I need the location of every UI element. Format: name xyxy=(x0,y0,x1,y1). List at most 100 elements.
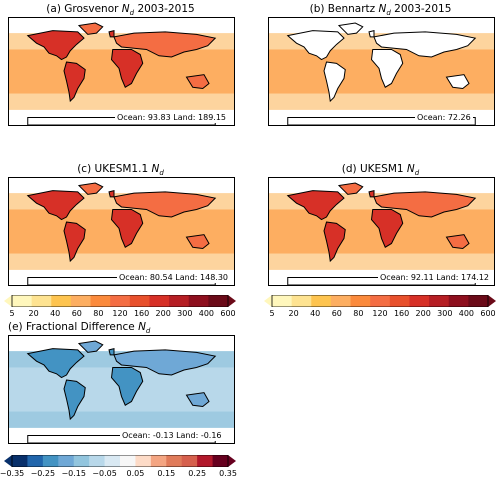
colorbar-segment xyxy=(149,295,170,307)
nd-colorbar-right xyxy=(264,295,496,307)
continent-outline xyxy=(110,208,144,248)
colorbar-segment xyxy=(330,295,352,307)
colorbar-extend-high xyxy=(228,455,236,467)
continent-outline xyxy=(113,349,217,376)
colorbar-segment xyxy=(150,455,167,467)
colorbar-segment xyxy=(51,295,72,307)
colorbar-tick-label: 40 xyxy=(310,309,321,318)
colorbar-segment xyxy=(70,295,92,307)
colorbar-tick-label: 5 xyxy=(269,309,275,318)
continent-outline xyxy=(337,182,364,195)
colorbar-segment xyxy=(370,295,391,307)
continent-outline xyxy=(110,48,144,88)
continent-outline xyxy=(286,190,345,221)
colorbar-segment xyxy=(468,295,489,307)
colorbar-segment xyxy=(73,455,90,467)
continent-outline xyxy=(370,208,404,248)
colorbar-segment xyxy=(448,295,469,307)
colorbar-tick-label: 60 xyxy=(71,309,82,318)
colorbar-tick-label: 80 xyxy=(93,309,104,318)
colorbar-tick-label: 0.15 xyxy=(157,469,176,478)
map-c xyxy=(8,177,235,286)
continent-outline xyxy=(108,347,115,356)
colorbar-tick-label: 160 xyxy=(393,309,410,318)
colorbar-tick-label: 0.05 xyxy=(126,469,145,478)
colorbar-tick-label: 200 xyxy=(155,309,171,318)
continent-outline xyxy=(63,379,86,421)
continent-outline xyxy=(286,30,345,61)
colorbar-segment xyxy=(27,455,44,467)
continent-outline xyxy=(110,366,144,406)
colorbar-extend-low xyxy=(4,295,12,307)
continent-outline xyxy=(113,191,217,218)
colorbar-segment xyxy=(212,455,229,467)
colorbar-segment xyxy=(166,455,183,467)
continent-outline xyxy=(63,61,86,103)
colorbar-segment xyxy=(104,455,121,467)
continent-outline xyxy=(185,392,210,408)
colorbar-segment xyxy=(89,455,106,467)
colorbar-tick-label: 0.35 xyxy=(219,469,237,478)
colorbar-tick-label: −0.25 xyxy=(30,469,56,478)
diff-colorbar-ticks: −0.35 −0.25 −0.15 −0.05 0.05 0.15 0.25 0.35 xyxy=(0,469,240,481)
colorbar-segment xyxy=(90,295,111,307)
continent-outline xyxy=(113,31,217,58)
colorbar-tick-label: 60 xyxy=(331,309,342,318)
colorbar-tick-label: 300 xyxy=(177,309,193,318)
colorbar-tick-label: 600 xyxy=(220,309,236,318)
colorbar-tick-label: 120 xyxy=(372,309,388,318)
colorbar-segment xyxy=(129,295,150,307)
continent-outline xyxy=(108,29,115,38)
stats-e: Ocean: -0.13 Land: -0.16 xyxy=(120,431,224,441)
colorbar-segment xyxy=(110,295,131,307)
continent-outline xyxy=(26,30,85,61)
nd-colorbar-right-ticks: 5 20 40 60 80 120 160 200 300 400 600 xyxy=(260,309,500,321)
colorbar-segment xyxy=(181,455,198,467)
nd-colorbar-left xyxy=(4,295,236,307)
continent-outline xyxy=(370,48,404,88)
colorbar-segment xyxy=(208,295,229,307)
colorbar-segment xyxy=(389,295,410,307)
continent-outline xyxy=(368,29,375,38)
colorbar-tick-label: 0.25 xyxy=(188,469,207,478)
colorbar-segment xyxy=(429,295,450,307)
colorbar-tick-label: 600 xyxy=(480,309,496,318)
panel-b-title: (b) Bennartz Nd 2003-2015 xyxy=(309,3,452,18)
map-b-svg xyxy=(269,18,494,125)
colorbar-extend-high xyxy=(228,295,236,307)
colorbar-tick-label: 20 xyxy=(288,309,299,318)
map-e xyxy=(8,335,235,444)
colorbar-segment xyxy=(169,295,190,307)
colorbar-tick-label: 120 xyxy=(112,309,128,318)
nd-colorbar-left-ticks: 5 20 40 60 80 120 160 200 300 400 600 xyxy=(0,309,240,321)
continent-outline xyxy=(26,190,85,221)
colorbar-tick-label: 40 xyxy=(50,309,61,318)
map-e-svg xyxy=(9,336,234,443)
stats-c: Ocean: 80.54 Land: 148.30 xyxy=(117,273,231,283)
stats-a: Ocean: 93.83 Land: 189.15 xyxy=(115,113,229,123)
continent-outline xyxy=(445,74,470,90)
map-b xyxy=(268,17,495,126)
continent-outline xyxy=(323,221,346,263)
continent-outline xyxy=(77,340,104,353)
colorbar-segment xyxy=(197,455,214,467)
panel-c-title: (c) UKESM1.1 Nd xyxy=(77,163,164,178)
colorbar-segment xyxy=(31,295,52,307)
continent-outline xyxy=(373,31,477,58)
stats-d: Ocean: 92.11 Land: 174.12 xyxy=(378,273,492,283)
map-a-svg xyxy=(9,18,234,125)
colorbar-tick-label: 400 xyxy=(458,309,475,318)
continent-outline xyxy=(323,61,346,103)
continent-outline xyxy=(108,189,115,198)
panel-d-title: (d) UKESM1 Nd xyxy=(341,163,420,178)
continent-outline xyxy=(63,221,86,263)
colorbar-segment xyxy=(135,455,152,467)
colorbar-tick-label: −0.05 xyxy=(92,469,117,478)
continent-outline xyxy=(77,22,104,35)
colorbar-segment xyxy=(409,295,430,307)
map-d xyxy=(268,177,495,286)
colorbar-segment xyxy=(58,455,75,467)
continent-outline xyxy=(337,22,364,35)
colorbar-segment xyxy=(311,295,332,307)
map-d-svg xyxy=(269,178,494,285)
